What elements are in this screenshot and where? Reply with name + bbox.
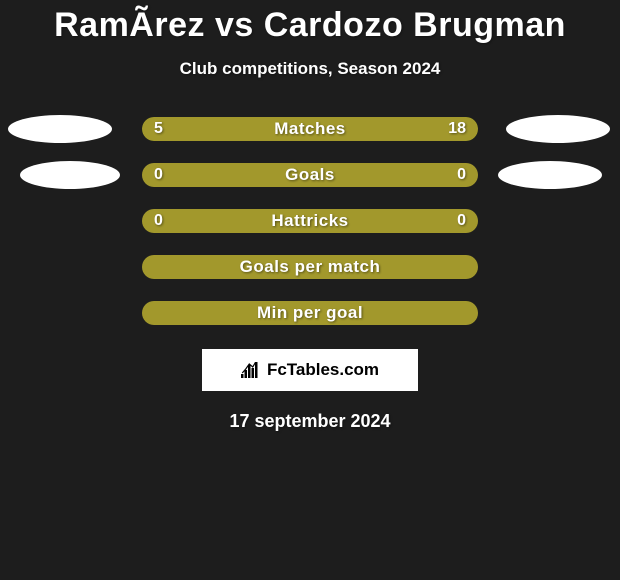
branding-text: FcTables.com xyxy=(267,360,379,380)
side-oval-left xyxy=(8,115,112,143)
side-oval-right xyxy=(506,115,610,143)
generated-date: 17 september 2024 xyxy=(0,411,620,432)
side-oval-left xyxy=(20,161,120,189)
stat-label: Hattricks xyxy=(142,209,478,233)
branding-logo: FcTables.com xyxy=(202,349,418,391)
stat-row: Hattricks0 0 xyxy=(0,209,620,233)
stat-label: Min per goal xyxy=(142,301,478,325)
stat-value-left: 0 xyxy=(154,163,163,187)
stat-value-left: 5 xyxy=(154,117,163,141)
stat-bar: Goals0 0 xyxy=(142,163,478,187)
comparison-infographic: RamÃ­rez vs Cardozo Brugman Club competi… xyxy=(0,0,620,580)
stat-bar: Goals per match xyxy=(142,255,478,279)
stat-row: Goals0 0 xyxy=(0,163,620,187)
fctables-icon-svg xyxy=(241,362,261,378)
stat-bar: Min per goal xyxy=(142,301,478,325)
side-oval-right xyxy=(498,161,602,189)
stat-value-right: 0 xyxy=(457,209,466,233)
stat-value-left: 0 xyxy=(154,209,163,233)
stat-bar: Matches5 18 xyxy=(142,117,478,141)
stat-label: Goals per match xyxy=(142,255,478,279)
subtitle: Club competitions, Season 2024 xyxy=(0,59,620,79)
stat-row: Min per goal xyxy=(0,301,620,325)
stat-bar: Hattricks0 0 xyxy=(142,209,478,233)
stat-row: Matches5 18 xyxy=(0,117,620,141)
stats-rows: Matches518Goals00Hattricks00Goals per ma… xyxy=(0,117,620,325)
fctables-icon xyxy=(241,362,261,378)
page-title: RamÃ­rez vs Cardozo Brugman xyxy=(0,6,620,45)
stat-value-right: 0 xyxy=(457,163,466,187)
stat-label: Matches xyxy=(142,117,478,141)
stat-row: Goals per match xyxy=(0,255,620,279)
stat-label: Goals xyxy=(142,163,478,187)
stat-value-right: 18 xyxy=(448,117,466,141)
